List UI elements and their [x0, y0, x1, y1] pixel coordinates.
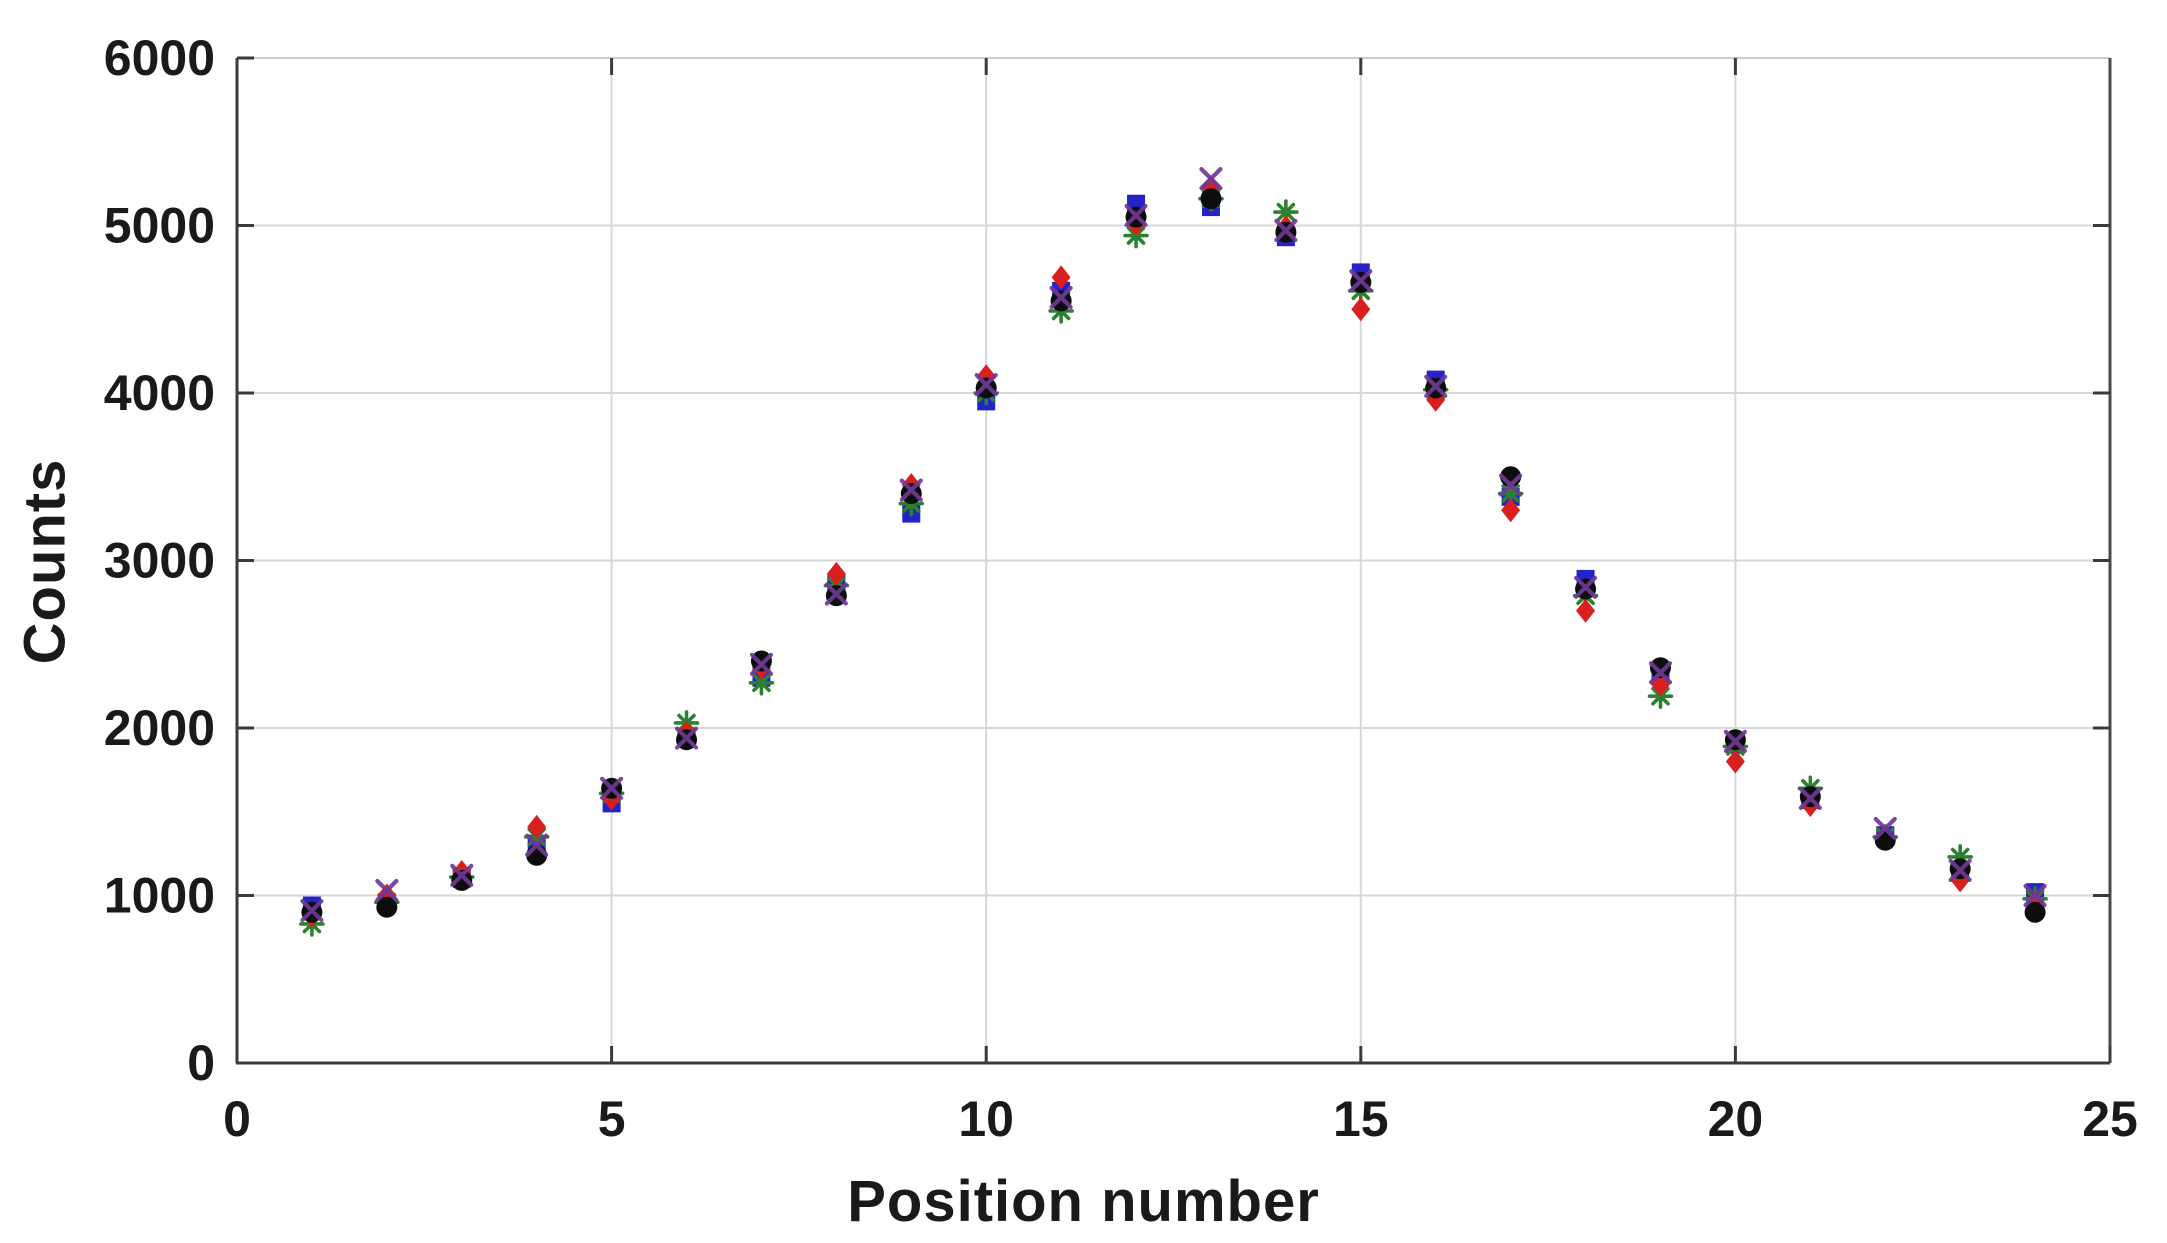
- marker-x: [1199, 167, 1223, 191]
- marker-x: [974, 373, 998, 397]
- y-tick-label: 5000: [104, 198, 215, 254]
- marker-diamond: [826, 561, 846, 586]
- marker-circle: [451, 869, 473, 891]
- y-tick-label: 1000: [104, 868, 215, 924]
- marker-x: [1424, 374, 1448, 398]
- marker-x: [1573, 575, 1598, 599]
- marker-circle: [1874, 829, 1896, 851]
- x-tick-label: 25: [2082, 1091, 2138, 1147]
- marker-circle: [2024, 901, 2046, 923]
- y-tick-label: 4000: [104, 365, 215, 421]
- y-tick-label: 2000: [104, 700, 215, 756]
- series-black-circles: [301, 188, 2046, 923]
- marker-circle: [900, 483, 922, 504]
- axes-box: [235, 56, 2112, 1065]
- marker-x: [674, 726, 699, 750]
- x-tick-label: 0: [223, 1091, 251, 1147]
- marker-x: [899, 478, 923, 502]
- marker-circle: [750, 650, 772, 672]
- marker-x: [1873, 816, 1897, 841]
- marker-x: [1798, 786, 1822, 810]
- marker-asterisk: [1273, 199, 1299, 225]
- y-tick-label: 3000: [104, 533, 215, 589]
- marker-x: [1499, 473, 1523, 497]
- series-purple-x: [300, 167, 2047, 923]
- x-tick-label: 10: [958, 1091, 1014, 1147]
- marker-x: [1723, 729, 1747, 753]
- marker-asterisk: [1947, 844, 1973, 870]
- marker-asterisk: [748, 669, 775, 696]
- marker-x: [600, 776, 624, 800]
- marker-x: [824, 582, 848, 606]
- marker-x: [1948, 858, 1972, 882]
- tick-labels: 0 1000 2000 3000 4000 5000 6000 0 5 10 15 20 25: [104, 30, 2138, 1147]
- x-tick-label: 5: [598, 1091, 626, 1147]
- marker-circle: [1050, 290, 1072, 312]
- marker-x: [1349, 269, 1373, 293]
- marker-x: [300, 898, 324, 923]
- marker-asterisk: [1497, 480, 1524, 507]
- marker-x: [1274, 218, 1298, 243]
- x-axis-label: Position number: [847, 1169, 1320, 1234]
- gridlines: [237, 58, 2110, 1063]
- marker-diamond: [1351, 297, 1371, 322]
- marker-circle: [975, 377, 997, 399]
- x-tick-label: 20: [1708, 1091, 1764, 1147]
- marker-x: [1648, 661, 1673, 685]
- x-tick-label: 15: [1333, 1091, 1389, 1147]
- marker-x: [525, 833, 549, 857]
- marker-diamond: [1576, 598, 1596, 623]
- marker-x: [1049, 285, 1073, 310]
- marker-diamond: [1725, 749, 1745, 774]
- marker-x: [450, 863, 474, 887]
- marker-x: [375, 878, 399, 903]
- data-markers: [299, 167, 2048, 937]
- y-tick-label: 0: [187, 1035, 215, 1091]
- marker-diamond: [527, 814, 547, 839]
- y-axis-label: Counts: [12, 458, 78, 665]
- series-blue-squares: [302, 194, 2045, 915]
- marker-x: [749, 652, 774, 676]
- marker-diamond: [1501, 498, 1521, 523]
- series-red-diamonds: [302, 174, 2045, 928]
- marker-circle: [376, 896, 398, 918]
- marker-diamond: [1051, 265, 1071, 290]
- marker-circle: [1649, 657, 1671, 679]
- marker-circle: [1200, 188, 1222, 210]
- marker-x: [2023, 883, 2047, 908]
- marker-x: [1124, 203, 1148, 228]
- y-tick-label: 6000: [104, 30, 215, 86]
